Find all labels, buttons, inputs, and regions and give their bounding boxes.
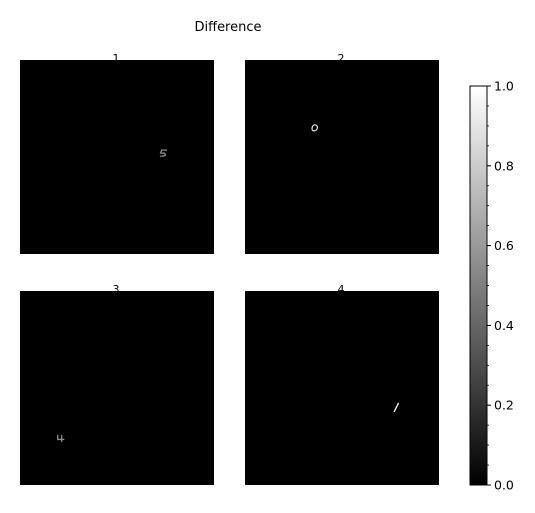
panel-3: 3 <box>20 283 214 485</box>
panel-image <box>245 60 439 254</box>
digit-mark-1 <box>393 402 399 413</box>
colorbar-tick-label: 0.0 <box>494 478 514 493</box>
panel-label: 3 <box>113 283 120 296</box>
panel-image <box>245 291 439 485</box>
panel-label: 1 <box>113 52 120 65</box>
panel-2: 2 <box>245 52 439 254</box>
colorbar-tick-label: 0.4 <box>494 318 514 333</box>
colorbar: 0.0 0.2 0.4 0.6 0.8 1.0 <box>469 79 514 493</box>
digit-mark-0 <box>311 124 318 132</box>
panel-1: 1 <box>20 52 214 254</box>
figure-title: Difference <box>194 20 261 35</box>
colorbar-tick-label: 1.0 <box>494 79 514 94</box>
digit-mark-5 <box>159 149 168 157</box>
panel-4: 4 <box>245 283 439 485</box>
digit-mark-4 <box>57 434 65 443</box>
panel-label: 2 <box>338 52 345 65</box>
colorbar-gradient <box>469 85 488 486</box>
panels-grid: 1 2 3 4 <box>20 52 439 485</box>
colorbar-tick-label: 0.2 <box>494 398 514 413</box>
colorbar-tick-label: 0.8 <box>494 158 514 173</box>
panel-label: 4 <box>338 283 345 296</box>
colorbar-tick-label: 0.6 <box>494 238 514 253</box>
panel-image <box>20 60 214 254</box>
colorbar-ticks: 0.0 0.2 0.4 0.6 0.8 1.0 <box>487 79 514 493</box>
panel-image <box>20 291 214 485</box>
